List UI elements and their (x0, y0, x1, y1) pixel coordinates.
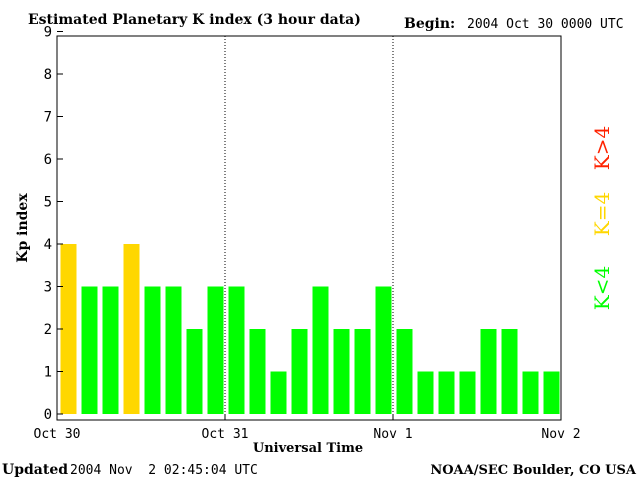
x-tick-label: Nov 2 (541, 427, 580, 442)
kp-bar (333, 329, 350, 414)
kp-bar (459, 371, 476, 414)
x-axis-label: Universal Time (253, 441, 363, 456)
kp-bar (123, 244, 140, 414)
x-tick-label: Oct 31 (202, 427, 249, 442)
bars-group (60, 244, 560, 414)
y-tick-label: 2 (44, 322, 52, 338)
kp-bar (354, 329, 371, 414)
source-credit: NOAA/SEC Boulder, CO USA (430, 463, 637, 478)
kp-bar (480, 329, 497, 414)
kp-bar (501, 329, 518, 414)
plot-frame (56, 35, 562, 421)
kp-bar (81, 286, 98, 414)
y-tick-label: 6 (44, 152, 52, 168)
kp-bar (375, 286, 392, 414)
x-axis-ticks: Oct 30 Oct 31 Nov 1 Nov 2 (34, 414, 581, 442)
legend-entry: K>4 (590, 126, 614, 170)
kp-bar (396, 329, 413, 414)
kp-bar (543, 371, 560, 414)
legend-entry: K<4 (590, 266, 614, 310)
day-separators (224, 36, 394, 420)
kp-bar (522, 371, 539, 414)
kp-bar (144, 286, 161, 414)
begin-value: 2004 Oct 30 0000 UTC (467, 17, 624, 32)
x-tick-label: Nov 1 (373, 427, 412, 442)
kp-bar (312, 286, 329, 414)
legend: K<4 K=4 K>4 (590, 126, 614, 310)
kp-bar (228, 286, 245, 414)
y-axis-ticks: 0 1 2 3 4 5 6 7 8 9 (44, 25, 63, 423)
y-tick-label: 0 (44, 407, 52, 423)
begin-label: Begin: (404, 16, 455, 32)
kp-bar (270, 371, 287, 414)
updated-value: 2004 Nov 2 02:45:04 UTC (70, 463, 258, 478)
y-tick-label: 5 (44, 195, 52, 211)
kp-bar (417, 371, 434, 414)
chart-title: Estimated Planetary K index (3 hour data… (28, 12, 361, 28)
y-tick-label: 8 (44, 67, 52, 83)
legend-entry: K=4 (590, 192, 614, 236)
updated-label: Updated (2, 462, 68, 478)
y-tick-label: 3 (44, 280, 52, 296)
y-axis-label: Kp index (15, 193, 31, 263)
y-tick-label: 4 (44, 237, 52, 253)
y-tick-label: 1 (44, 365, 52, 381)
y-tick-label: 7 (44, 110, 52, 126)
kp-bar (207, 286, 224, 414)
kp-bar (291, 329, 308, 414)
kp-bar (438, 371, 455, 414)
kp-bar (60, 244, 77, 414)
x-tick-label: Oct 30 (34, 427, 81, 442)
kp-bar (165, 286, 182, 414)
y-tick-label: 9 (44, 25, 52, 41)
kp-bar (186, 329, 203, 414)
kp-bar (102, 286, 119, 414)
kp-bar (249, 329, 266, 414)
